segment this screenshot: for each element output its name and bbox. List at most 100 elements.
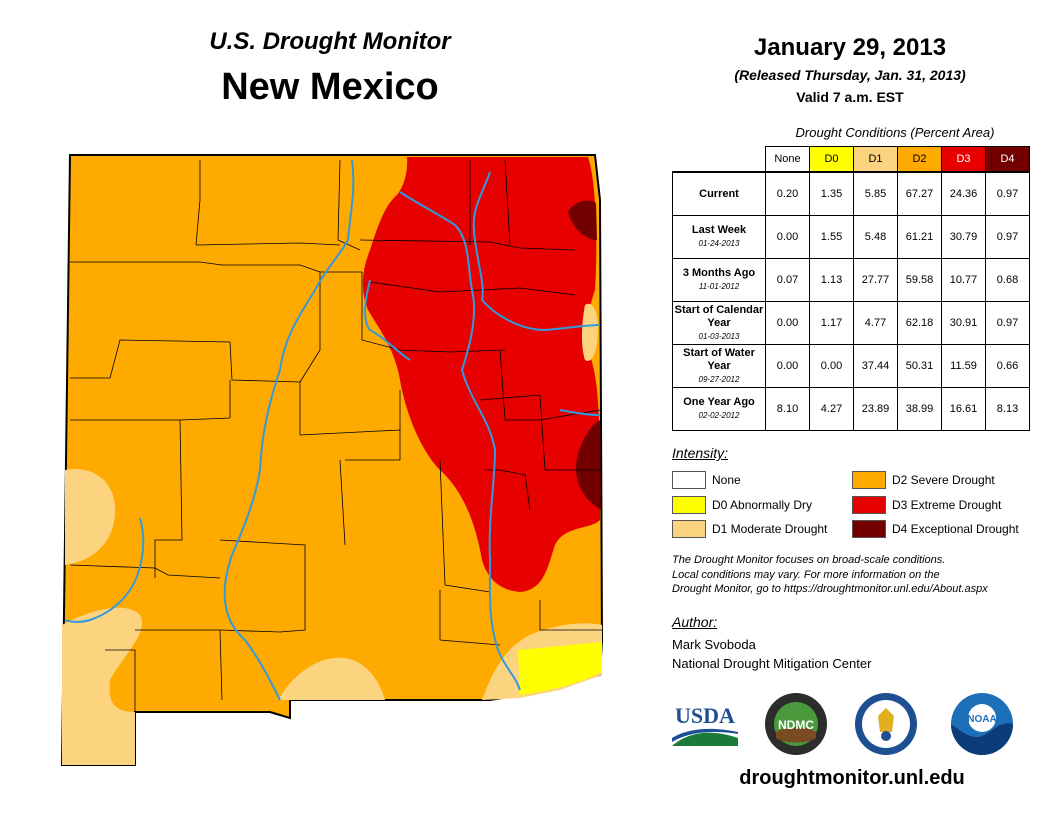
column-header: D4 [985, 146, 1030, 173]
legend-swatch [852, 496, 886, 514]
noaa-logo-text: NOAA [967, 714, 996, 725]
legend-title: Intensity: [672, 445, 729, 461]
table-row: 3 Months Ago 11-01-2012 0.07 1.13 27.77 5… [672, 258, 1030, 302]
legend-swatch [672, 471, 706, 489]
d4-exceptional-area-east [575, 420, 601, 510]
row-date: 02-02-2012 [698, 411, 740, 420]
drought-conditions-table: None D0 D1 D2 D3 D4 Current 0.20 1.35 5.… [672, 146, 1030, 431]
release-date: (Released Thursday, Jan. 31, 2013) [734, 67, 966, 83]
d1-moderate-area-east [581, 303, 598, 361]
table-cell: 5.85 [853, 171, 898, 216]
column-header: D0 [809, 146, 854, 173]
note-line: Drought Monitor, go to https://droughtmo… [672, 583, 988, 595]
table-cell: 0.97 [985, 215, 1030, 259]
d1-moderate-area-southwest [62, 607, 143, 765]
table-cell: 1.55 [809, 215, 854, 259]
column-header: D3 [941, 146, 986, 173]
legend-item-none: None [672, 471, 741, 489]
legend-item-d3: D3 Extreme Drought [852, 496, 1001, 514]
table-row: One Year Ago 02-02-2012 8.10 4.27 23.89 3… [672, 387, 1030, 431]
row-label: 3 Months Ago [682, 267, 756, 279]
d3-extreme-area [362, 157, 600, 592]
map-subtitle: U.S. Drought Monitor [209, 28, 451, 55]
table-cell: 5.48 [853, 215, 898, 259]
commerce-seal-logo [855, 693, 917, 755]
ndmc-logo: NDMC [765, 693, 827, 755]
table-cell: 24.36 [941, 171, 986, 216]
row-label: Last Week [691, 224, 747, 236]
table-cell: 0.66 [985, 344, 1030, 388]
table-cell: 11.59 [941, 344, 986, 388]
legend-swatch [852, 520, 886, 538]
legend-item-d1: D1 Moderate Drought [672, 520, 827, 538]
table-cell: 0.68 [985, 258, 1030, 302]
column-header: D2 [897, 146, 942, 173]
legend-swatch [672, 496, 706, 514]
legend-swatch [672, 520, 706, 538]
table-cell: 0.97 [985, 301, 1030, 345]
legend-label: None [712, 473, 741, 487]
legend-label: D4 Exceptional Drought [892, 522, 1019, 536]
table-cell: 1.17 [809, 301, 854, 345]
website-url[interactable]: droughtmonitor.unl.edu [739, 767, 965, 789]
row-date: 01-24-2013 [698, 239, 740, 248]
d1-moderate-area-west [65, 468, 116, 565]
table-row: Last Week 01-24-2013 0.00 1.55 5.48 61.21… [672, 215, 1030, 259]
table-cell: 0.00 [765, 344, 810, 388]
legend-label: D3 Extreme Drought [892, 498, 1002, 512]
table-cell: 16.61 [941, 387, 986, 431]
table-cell: 38.99 [897, 387, 942, 431]
d1-moderate-area-south [278, 657, 385, 700]
canadian-river-west [364, 279, 411, 361]
row-label: Current [699, 187, 739, 200]
table-row: Start of Calendar Year 01-03-2013 0.00 1.… [672, 301, 1030, 345]
table-cell: 37.44 [853, 344, 898, 388]
author-name: Mark Svoboda [672, 637, 756, 652]
red-river-tributary [559, 409, 601, 416]
ndmc-logo-text: NDMC [778, 718, 814, 732]
table-cell: 62.18 [897, 301, 942, 345]
author-title: Author: [672, 614, 718, 630]
table-cell: 27.77 [853, 258, 898, 302]
note-line: The Drought Monitor focuses on broad-sca… [672, 554, 946, 566]
table-cell: 30.79 [941, 215, 986, 259]
usda-logo-text: USDA [675, 703, 735, 728]
pecos-river [399, 191, 521, 691]
legend-label: D1 Moderate Drought [712, 522, 828, 536]
canadian-river [472, 171, 601, 332]
drought-map [60, 154, 604, 766]
table-cell: 8.13 [985, 387, 1030, 431]
row-date: 09-27-2012 [698, 374, 740, 384]
table-cell: 23.89 [853, 387, 898, 431]
row-label: Start of Calendar Year [674, 303, 764, 329]
table-cell: 30.91 [941, 301, 986, 345]
table-row: Start of Water Year 09-27-2012 0.00 0.00 … [672, 344, 1030, 388]
column-header: D1 [853, 146, 898, 173]
table-cell: 10.77 [941, 258, 986, 302]
disclaimer-note: The Drought Monitor focuses on broad-sca… [672, 553, 1052, 597]
state-title: New Mexico [221, 66, 439, 108]
table-cell: 0.00 [809, 344, 854, 388]
legend-swatch [852, 471, 886, 489]
gila-river [64, 517, 145, 623]
table-cell: 4.77 [853, 301, 898, 345]
row-label: Start of Water Year [683, 346, 755, 372]
table-cell: 1.35 [809, 171, 854, 216]
rio-grande [223, 159, 355, 701]
table-cell: 67.27 [897, 171, 942, 216]
table-row: Current 0.20 1.35 5.85 67.27 24.36 0.97 [672, 171, 1030, 216]
legend-item-d0: D0 Abnormally Dry [672, 496, 812, 514]
map-date: January 29, 2013 [753, 34, 947, 61]
table-cell: 0.00 [765, 301, 810, 345]
table-cell: 8.10 [765, 387, 810, 431]
rivers [64, 159, 601, 701]
table-cell: 0.07 [765, 258, 810, 302]
row-label: One Year Ago [683, 396, 755, 408]
row-date: 11-01-2012 [698, 282, 740, 291]
legend-label: D2 Severe Drought [892, 473, 995, 487]
legend-item-d2: D2 Severe Drought [852, 471, 995, 489]
table-cell: 59.58 [897, 258, 942, 302]
legend-item-d4: D4 Exceptional Drought [852, 520, 1019, 538]
row-date: 01-03-2013 [698, 331, 740, 341]
table-cell: 61.21 [897, 215, 942, 259]
